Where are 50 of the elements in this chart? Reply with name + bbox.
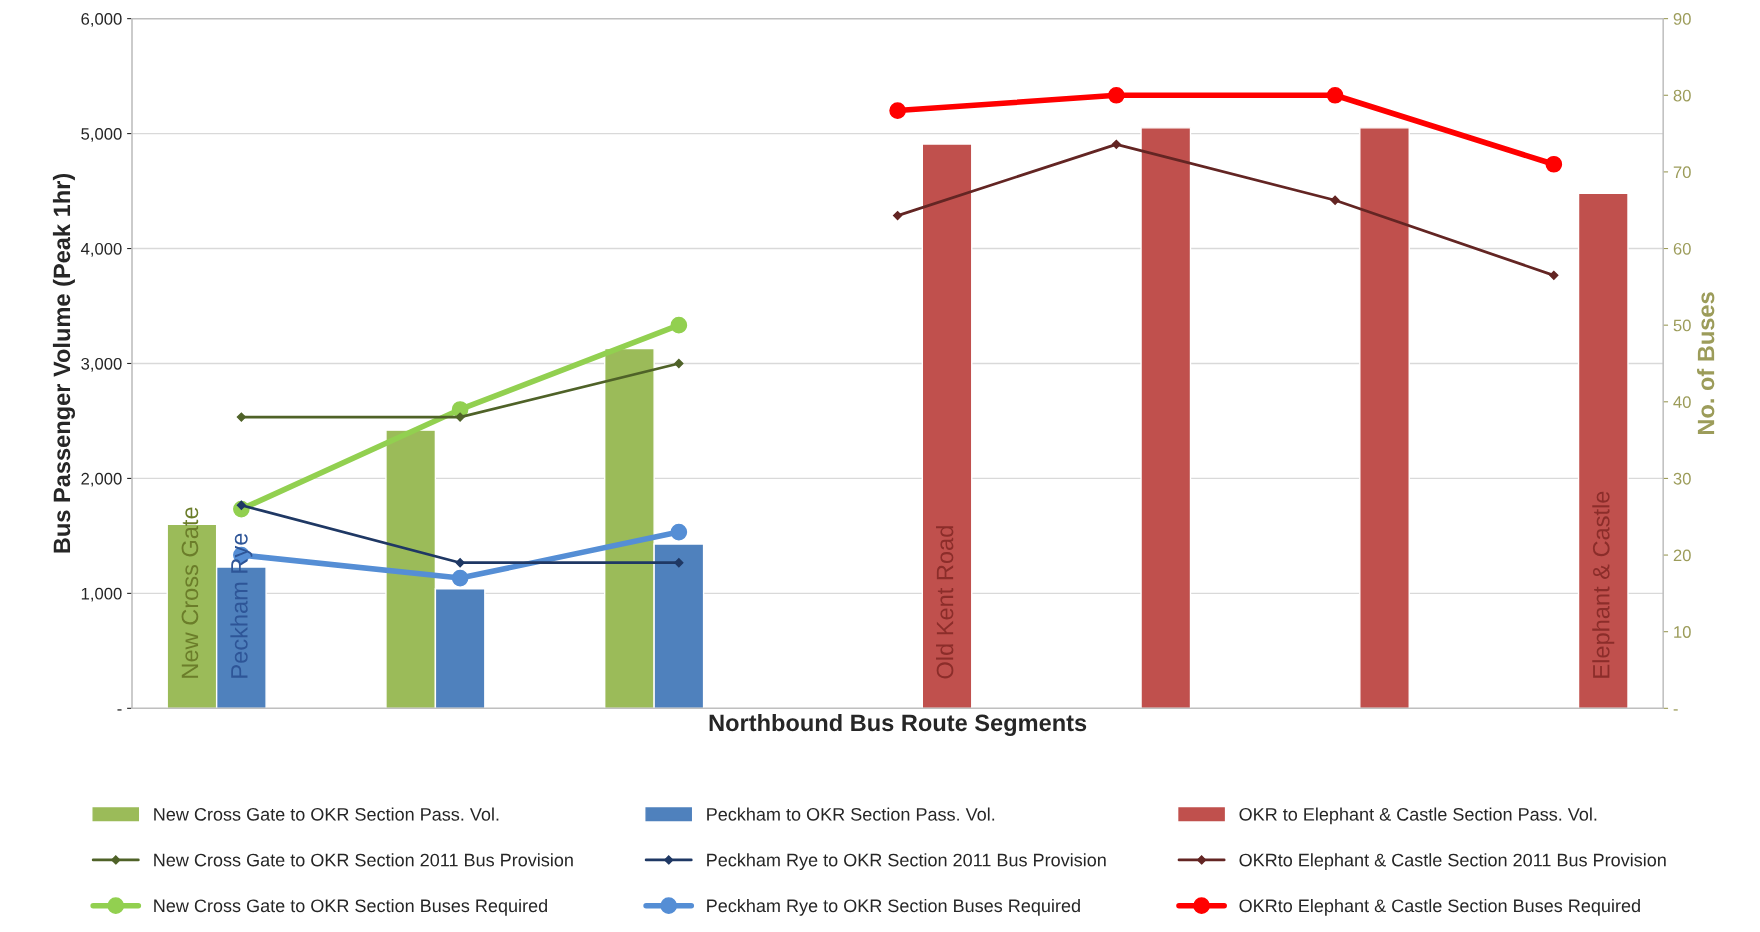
y2-tick-label: 20	[1673, 549, 1691, 562]
bar	[921, 143, 973, 709]
y2-tick-label: 90	[1673, 13, 1691, 25]
point	[1108, 86, 1125, 104]
y2-tick-label: 60	[1673, 242, 1691, 255]
point	[674, 358, 684, 369]
point	[1326, 86, 1344, 104]
y2-tick-label: 70	[1673, 166, 1691, 179]
y2-tick-label: 80	[1673, 89, 1691, 102]
bar	[1577, 192, 1629, 709]
y2-tick-label: 40	[1673, 396, 1691, 408]
point	[1330, 195, 1340, 205]
point	[1549, 270, 1559, 280]
y-tick-label: -	[117, 709, 122, 711]
point	[892, 210, 903, 221]
bar	[1359, 127, 1410, 709]
point	[889, 102, 906, 119]
annotation: New Cross Gate	[181, 507, 199, 678]
y2-tick-label: 10	[1674, 626, 1691, 638]
y-tick-label: 4,000	[80, 242, 122, 257]
y-tick-label: 1,000	[81, 587, 122, 602]
legend-label: OKRto Elephant & Castle Section 2011 Bus Provision	[1239, 853, 1666, 871]
legend-label: Peckham Rye to OKR Section 2011 Bus Provision	[707, 853, 1106, 871]
y-tick-label: 6,000	[81, 13, 122, 27]
point	[451, 569, 469, 587]
x-axis-title: Northbound Bus Route Segments	[709, 713, 1087, 736]
legend-label: Peckham Rye to OKR Section Buses Required	[707, 898, 1080, 916]
legend-label: New Cross Gate to OKR Section Pass. Vol.	[154, 807, 499, 821]
y2-tick-label: 30	[1673, 472, 1691, 485]
y2-axis-title: No. of Buses	[1697, 292, 1715, 435]
legend-label: New Cross Gate to OKR Section 2011 Bus Provision	[154, 853, 573, 867]
point	[455, 412, 465, 422]
legend-label: Peckham to OKR Section Pass. Vol.	[707, 807, 995, 821]
point	[674, 558, 684, 568]
point	[236, 412, 246, 422]
y-tick-label: 2,000	[81, 472, 122, 487]
y-tick-label: 3,000	[81, 357, 122, 372]
y2-tick-label: 50	[1673, 319, 1691, 332]
point	[670, 316, 688, 334]
legend-label: New Cross Gate to OKR Section Buses Required	[154, 898, 547, 916]
point	[455, 558, 465, 568]
bar	[1140, 127, 1192, 709]
legend-label: OKRto Elephant & Castle Section Buses Required	[1239, 898, 1640, 916]
point	[1545, 155, 1563, 173]
y-axis-title: Bus Passenger Volume (Peak 1hr)	[52, 173, 76, 553]
point	[670, 523, 688, 541]
y2-tick-label: -	[1673, 709, 1678, 711]
point	[1111, 139, 1121, 149]
y-tick-label: 5,000	[81, 127, 122, 142]
legend-label: OKR to Elephant & Castle Section Pass. Vol.	[1239, 807, 1597, 825]
